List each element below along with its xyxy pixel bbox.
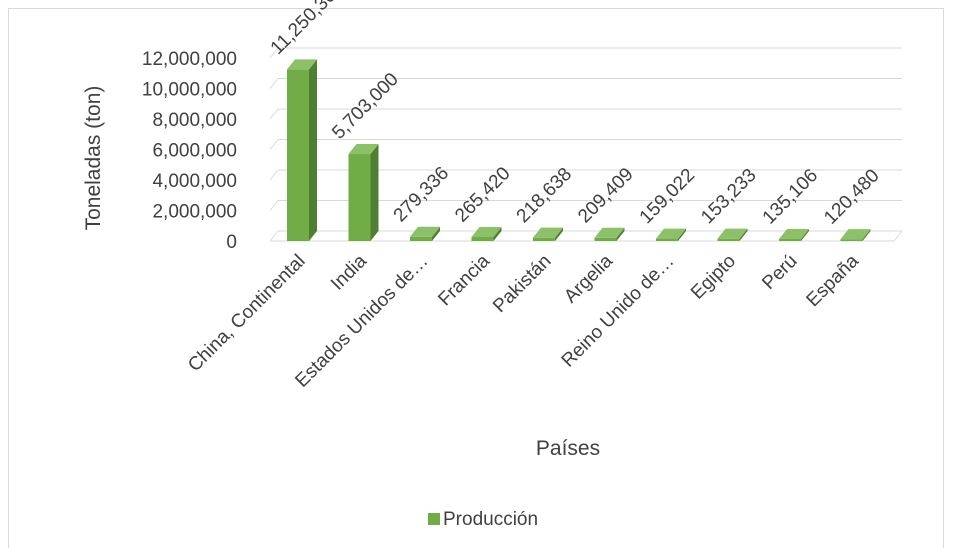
data-label: 120,480 <box>820 165 883 228</box>
legend: Producción <box>428 509 538 530</box>
y-tick-label: 6,000,000 <box>152 141 237 162</box>
x-category-label: Argelia <box>560 250 617 307</box>
bar <box>717 238 740 241</box>
bar <box>287 69 309 241</box>
bar <box>594 237 617 241</box>
x-category-label: India <box>327 250 371 294</box>
data-label: 135,106 <box>759 165 822 228</box>
bar-top <box>348 144 379 155</box>
x-category-label: Francia <box>434 250 494 310</box>
y-tick-label: 10,000,000 <box>142 80 237 101</box>
x-axis-title: Países <box>536 437 600 460</box>
data-label: 209,409 <box>574 164 637 227</box>
bar-top <box>656 228 686 239</box>
x-category-label: Pakistán <box>489 251 555 317</box>
bar <box>533 237 555 241</box>
bar-side <box>309 59 317 242</box>
bar-side <box>370 144 379 241</box>
bar-top <box>594 227 625 238</box>
x-category-label: España <box>803 250 864 311</box>
chart-area <box>8 8 944 548</box>
data-label: 11,250,366 <box>267 0 348 59</box>
bar <box>779 238 801 241</box>
x-category-label: Perú <box>758 251 801 294</box>
bar-top <box>410 226 440 237</box>
y-tick-label: 8,000,000 <box>152 110 237 131</box>
data-label: 265,420 <box>451 163 514 226</box>
y-axis-title: Toneladas (ton) <box>82 86 105 231</box>
y-tick-label: 2,000,000 <box>152 202 237 223</box>
x-category-label: Egipto <box>687 251 740 304</box>
bar-side <box>555 227 563 241</box>
gridline-depth <box>269 139 279 150</box>
bar <box>656 238 678 241</box>
bar <box>471 236 494 241</box>
bar-side <box>616 227 625 241</box>
bar <box>410 236 432 241</box>
bar-top <box>779 228 809 239</box>
gridline-depth <box>269 169 279 181</box>
y-tick-label: 4,000,000 <box>152 171 237 192</box>
gridline-depth <box>269 230 279 242</box>
data-label: 218,638 <box>513 164 576 227</box>
bar <box>840 239 863 241</box>
gridline-depth <box>269 47 279 59</box>
bar-top <box>840 229 871 240</box>
y-tick-label: 12,000,000 <box>142 49 237 70</box>
bar-top <box>471 226 502 237</box>
gridline-depth <box>269 108 279 120</box>
x-category-label: China, Continental <box>184 251 309 376</box>
floor-right-edge <box>893 230 903 242</box>
x-category-label: Reino Unido de… <box>558 251 679 372</box>
y-tick-label: 0 <box>226 232 237 253</box>
gridlines <box>269 47 903 242</box>
bar-side <box>862 229 871 241</box>
bar <box>348 154 371 241</box>
legend-swatch <box>428 513 440 525</box>
legend-label: Producción <box>443 509 538 530</box>
bar-side <box>493 226 502 241</box>
bar-top <box>287 59 317 70</box>
bar-top <box>717 228 748 239</box>
data-label: 153,233 <box>697 165 760 228</box>
bars <box>287 59 871 242</box>
bar-side <box>801 228 809 241</box>
y-axis-ticks: 0 2,000,000 4,000,000 6,000,000 8,000,000 10,… <box>142 49 237 253</box>
bar-side <box>739 228 748 241</box>
bar-side <box>678 228 686 241</box>
gridline-depth <box>269 78 279 89</box>
data-label: 279,336 <box>390 163 453 226</box>
gridline-depth <box>269 200 279 211</box>
bar-side <box>432 226 440 241</box>
data-label: 5,703,000 <box>328 69 403 144</box>
data-label: 159,022 <box>636 165 699 228</box>
bar-top <box>533 227 563 238</box>
